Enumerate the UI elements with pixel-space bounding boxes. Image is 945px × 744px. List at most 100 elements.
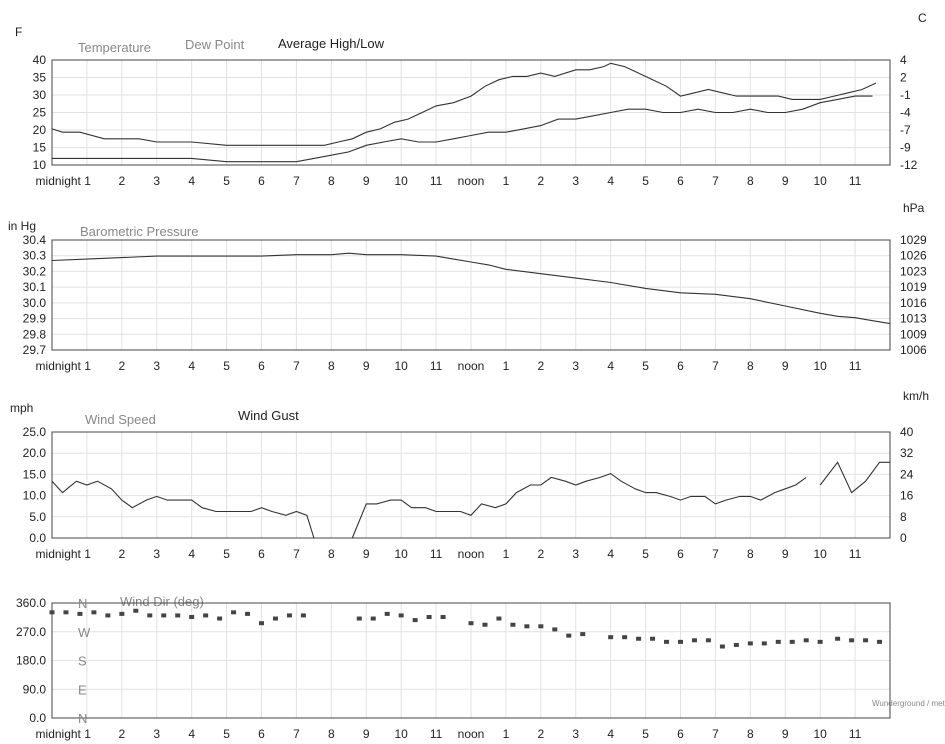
x-tick-label: 11 [430,727,443,741]
x-tick-label: 7 [293,547,300,561]
x-tick-label: 11 [430,174,443,188]
x-tick-label: 1 [503,727,510,741]
x-tick-label: 2 [118,174,125,188]
x-tick-label: noon [458,547,485,561]
wind-direction-point [161,613,167,618]
wind-direction-point [217,616,223,621]
wind-speed-line [819,461,890,494]
y-tick-label-right: 32 [900,446,914,460]
watermark: Wunderground / meteor [872,699,945,708]
wind-direction-point [259,621,264,626]
x-tick-label: 7 [293,727,300,741]
wind-direction-point [705,638,711,643]
pressure-title: Barometric Pressure [80,224,198,239]
x-tick-label: 8 [747,359,754,373]
x-tick-label: 7 [712,359,719,373]
pressure-right-unit: hPa [903,201,925,215]
x-tick-label: 8 [747,174,754,188]
y-tick-label-right: -7 [900,123,911,137]
x-tick-label: 11 [849,174,862,188]
x-tick-label: 9 [782,359,789,373]
y-tick-label-right: 2 [900,71,907,85]
x-tick-label: 4 [188,547,195,561]
x-tick-label: 4 [607,174,614,188]
x-tick-label: 2 [118,727,125,741]
dew-point-line [52,95,873,163]
legend-wind-speed: Wind Speed [85,412,156,427]
y-tick-label-right: 1026 [900,249,927,263]
x-tick-label: 3 [572,174,579,188]
legend-dew-point: Dew Point [185,37,245,52]
compass-label: N [78,596,87,611]
wind-direction-point [231,610,237,615]
y-tick-label-right: -4 [900,106,911,120]
y-tick-label-left: 29.8 [23,327,47,341]
x-tick-label: 5 [642,174,649,188]
wind-direction-point [133,608,139,613]
wind-direction-point [863,638,869,643]
barometric-pressure-line [51,252,891,325]
x-tick-label: 6 [258,359,265,373]
plot-frame [51,602,891,719]
x-tick-label: 7 [293,359,300,373]
x-tick-label: 7 [712,727,719,741]
wind-direction-point [552,627,558,632]
wind-direction-point [105,613,111,618]
x-tick-label: 5 [223,174,230,188]
y-tick-label-left: 35 [33,71,47,85]
temperature-line [51,62,877,146]
x-tick-label: 7 [293,174,300,188]
wind-direction-point [538,624,544,629]
wind-direction-point [398,613,404,618]
x-tick-label: 6 [677,174,684,188]
y-tick-label-right: 4 [900,53,907,67]
x-tick-label: 3 [153,359,160,373]
wind-direction-point [175,613,181,618]
wind-direction-point [733,642,739,647]
x-tick-label: 6 [258,547,265,561]
wind-direction-point [286,613,292,618]
x-tick-label: 3 [153,174,160,188]
wind-direction-point [650,636,656,641]
wind-direction-point [468,621,474,626]
x-tick-label: 10 [813,174,827,188]
x-tick-label: 3 [572,547,579,561]
x-tick-label: noon [458,727,485,741]
wind-direction-point [566,633,572,638]
wind-direction-point [775,639,781,644]
wind-direction-point [189,614,195,619]
x-tick-label: 6 [677,727,684,741]
y-tick-label-right: 1029 [900,233,927,247]
x-tick-label: 4 [607,359,614,373]
wind-direction-point [719,644,725,649]
wind-speed-line [351,472,807,539]
y-tick-label-left: 0.0 [29,531,46,545]
x-tick-label: 4 [607,547,614,561]
x-tick-label: 4 [607,727,614,741]
y-tick-label-right: 1006 [900,343,927,357]
compass-label: E [78,682,87,697]
y-tick-label-left: 10.0 [23,489,47,503]
wind-direction-point [77,611,83,616]
x-tick-label: 5 [642,727,649,741]
x-tick-label: 5 [223,727,230,741]
y-tick-label-left: 15 [33,141,47,155]
x-tick-label: 10 [394,359,408,373]
wind-direction-point [524,624,530,629]
x-tick-label: 10 [813,547,827,561]
y-tick-label-right: -12 [900,158,918,172]
x-tick-label: 1 [503,359,510,373]
x-tick-label: midnight 1 [36,174,92,188]
x-tick-label: 11 [849,547,862,561]
x-tick-label: 10 [813,359,827,373]
y-tick-label-left: 30.1 [23,280,47,294]
y-tick-label-right: 24 [900,467,914,481]
wind-direction-point [608,635,614,640]
x-tick-label: 4 [188,359,195,373]
y-tick-label-left: 270.0 [16,625,46,639]
x-tick-label: 4 [188,174,195,188]
y-tick-label-right: 1013 [900,312,927,326]
y-tick-label-left: 20.0 [23,446,47,460]
x-tick-label: 9 [363,359,370,373]
wind-direction-panel: Wind Dir (deg) 360.0270.0180.090.00.0NWS… [16,594,891,741]
